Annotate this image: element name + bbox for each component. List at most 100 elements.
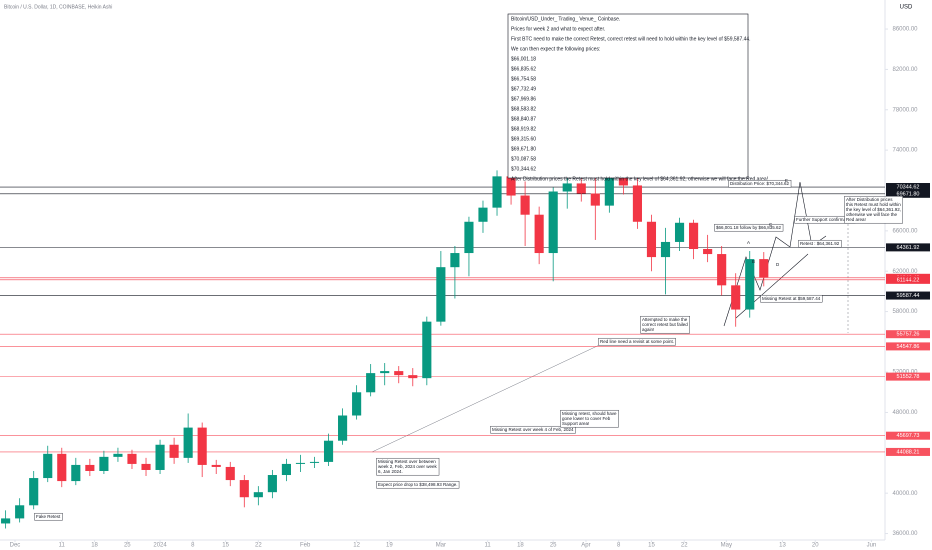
candle-body [731,285,741,310]
candle-body [113,453,123,457]
annotation-frame [728,179,792,188]
y-tick-label: 62000.00 [892,269,918,275]
x-tick-label: 8 [191,543,195,549]
text-box-line: $66,835.62 [511,66,536,72]
x-tick-label: Dec [10,543,21,549]
candle-body [1,518,11,524]
annotation: Missing Retest at $59,587.44 [762,296,821,301]
text-box-line: After Distribution prices the Retest mus… [511,176,768,182]
candle-body [660,241,671,258]
x-tick-label: 22 [681,543,688,549]
text-box: Bitcoin/USD_Under_ Trading_ Venue_ Coinb… [507,13,768,182]
price-level-label: 55757.26 [897,332,920,338]
text-box-line: $68,840.87 [511,116,536,122]
annotation: D [776,262,780,267]
y-tick-label: 74000.00 [892,148,918,154]
y-tick-label: 48000.00 [892,410,918,416]
candle-body [57,453,67,482]
annotation: C [769,222,773,227]
annotation: Red line need a revisit at some point. [600,339,674,344]
chart-title: Bitcoin / U.S. Dollar, 1D, COINBASE, Hei… [4,4,112,10]
annotation: Fake Retest [36,514,61,519]
candle-body [478,207,488,222]
candle-body [323,440,334,462]
x-tick-label: Jun [867,543,877,549]
price-level-tag [886,183,930,192]
countdown: 12:53:42 [898,276,918,282]
candle-body [155,444,165,470]
candle-body [197,427,207,465]
y-tick-label: 58000.00 [892,309,918,315]
x-tick-label: 20 [812,543,819,549]
y-tick-label: 86000.00 [892,27,918,33]
x-tick-label: 15 [648,543,655,549]
price-level-tag [886,330,930,339]
text-box-line: $68,919.82 [511,126,536,132]
price-level-label: 45697.73 [897,433,920,439]
annotation: B [752,259,755,264]
candle-body [394,371,404,376]
candle-body [562,183,572,192]
text-box-frame [507,13,749,179]
price-level-label: 44088.21 [897,449,920,455]
candle-body [43,453,53,479]
text-box-line: $69,671.80 [511,146,536,152]
price-level-label: 64361.92 [897,245,920,251]
text-box-line: $67,969.86 [511,96,536,102]
text-box-line: $68,583.82 [511,106,536,112]
candle-body [127,453,137,464]
candle-body [745,259,755,310]
price-level-tag [886,447,930,456]
text-box-line: $67,732.49 [511,86,536,92]
annotation-frame [376,480,460,489]
annotation: $66,001.18 follow by $66,835.62 [716,225,782,230]
annotation-frame [844,195,903,224]
x-tick-label: 22 [255,543,262,549]
candle-body [506,176,516,196]
price-level-label: 61144.22 [897,277,920,283]
candle-body [646,221,657,258]
annotation: Missing retest, should have gone lower to… [562,411,617,426]
x-tick-label: 19 [386,543,393,549]
y-tick-label: 82000.00 [892,67,918,73]
candle-body [689,222,699,250]
price-level-tag [886,372,930,381]
y-tick-label: 36000.00 [892,531,918,537]
text-box-line: We can then expect the following prices: [511,46,600,52]
annotation: Expect price drop to $38,498.93 Range. [378,482,458,487]
annotation: Distribution Price: $70,344.62 [730,181,790,186]
candle-body [253,492,263,498]
candle-body [548,191,558,254]
candle-body [141,463,151,470]
candle-body [15,505,25,519]
annotation: A [747,240,750,245]
price-level-tag [886,189,930,198]
candle-body [183,427,193,458]
annotation-frame [490,425,576,434]
candle-body [436,267,446,322]
candle-body [759,259,769,278]
candle-body [534,214,544,254]
x-tick-label: 18 [517,543,524,549]
candle-body [309,461,320,463]
candle-body [352,392,362,416]
price-level-label: 69671.80 [897,191,920,197]
candle-body [450,253,460,268]
candle-body [590,193,600,206]
x-tick-label: 11 [59,543,66,549]
candle-body [239,480,249,498]
price-level-tag [886,243,930,252]
price-level-tag [886,275,930,284]
price-level-label: 59587.44 [897,293,920,299]
x-tick-label: Feb [300,543,311,549]
currency: USD [900,5,913,11]
candle-body [576,183,586,194]
x-tick-label: 13 [779,543,786,549]
candle-body [338,415,348,441]
x-tick-label: 12 [353,543,360,549]
price-level-label: 51552.78 [897,374,920,380]
text-box-line: $69,315.60 [511,136,536,142]
x-tick-label: 11 [485,543,492,549]
candle-body [618,174,628,186]
